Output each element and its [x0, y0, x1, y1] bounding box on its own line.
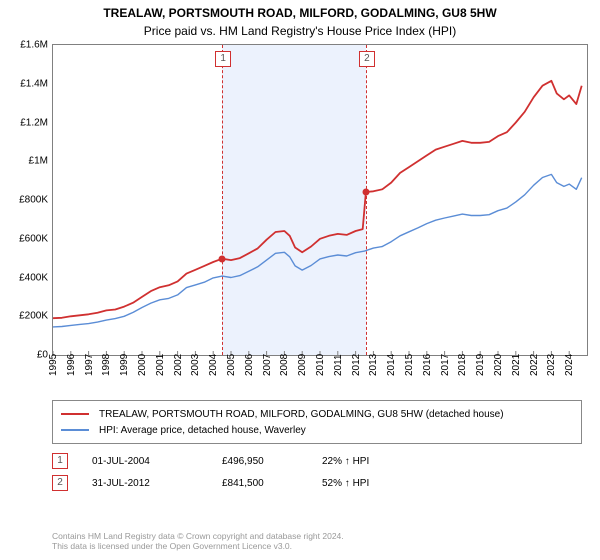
x-tick-label: 1995 [48, 354, 59, 376]
legend-label-property: TREALAW, PORTSMOUTH ROAD, MILFORD, GODAL… [99, 409, 504, 420]
x-tick-label: 2016 [422, 354, 433, 376]
event-date-2: 31-JUL-2012 [92, 478, 222, 489]
chart-area: £0£200K£400K£600K£800K£1M£1.2M£1.4M£1.6M… [8, 44, 592, 394]
footer-line-1: Contains HM Land Registry data © Crown c… [52, 531, 344, 542]
legend-swatch-hpi [61, 429, 89, 431]
event-row-1: 1 01-JUL-2004 £496,950 22% ↑ HPI [52, 450, 582, 472]
chart-title: TREALAW, PORTSMOUTH ROAD, MILFORD, GODAL… [0, 0, 600, 22]
y-tick-label: £0 [37, 350, 48, 361]
x-tick-label: 2012 [351, 354, 362, 376]
footer-attribution: Contains HM Land Registry data © Crown c… [52, 531, 344, 552]
x-axis: 1995199619971998199920002001200220032004… [52, 360, 588, 394]
line-svg [53, 45, 587, 355]
y-tick-label: £200K [19, 311, 48, 322]
sale-marker [362, 188, 369, 195]
event-row-2: 2 31-JUL-2012 £841,500 52% ↑ HPI [52, 472, 582, 494]
y-tick-label: £1M [29, 156, 48, 167]
x-tick-label: 2015 [404, 354, 415, 376]
y-tick-label: £1.6M [20, 40, 48, 51]
legend-label-hpi: HPI: Average price, detached house, Wave… [99, 425, 306, 436]
y-axis: £0£200K£400K£600K£800K£1M£1.2M£1.4M£1.6M [8, 44, 52, 378]
x-tick-label: 2022 [529, 354, 540, 376]
plot-area: 12 [52, 44, 588, 356]
x-tick-label: 1999 [119, 354, 130, 376]
event-date-1: 01-JUL-2004 [92, 456, 222, 467]
x-tick-label: 2010 [315, 354, 326, 376]
x-tick-label: 2000 [137, 354, 148, 376]
x-tick-label: 2019 [475, 354, 486, 376]
y-tick-label: £1.4M [20, 78, 48, 89]
x-tick-label: 2008 [279, 354, 290, 376]
x-tick-label: 2023 [546, 354, 557, 376]
chart-container: TREALAW, PORTSMOUTH ROAD, MILFORD, GODAL… [0, 0, 600, 560]
event-badge-2: 2 [52, 475, 68, 491]
event-price-1: £496,950 [222, 456, 322, 467]
footer-line-2: This data is licensed under the Open Gov… [52, 541, 344, 552]
x-tick-label: 1996 [66, 354, 77, 376]
x-tick-label: 2014 [386, 354, 397, 376]
sale-marker [219, 255, 226, 262]
series-property [53, 81, 582, 318]
x-tick-label: 2011 [333, 354, 344, 376]
x-tick-label: 2003 [190, 354, 201, 376]
x-tick-label: 2002 [173, 354, 184, 376]
x-tick-label: 2006 [244, 354, 255, 376]
event-badge-1: 1 [52, 453, 68, 469]
legend-box: TREALAW, PORTSMOUTH ROAD, MILFORD, GODAL… [52, 400, 582, 444]
x-tick-label: 1998 [101, 354, 112, 376]
x-tick-label: 2024 [564, 354, 575, 376]
x-tick-label: 2018 [457, 354, 468, 376]
y-tick-label: £1.2M [20, 117, 48, 128]
event-price-2: £841,500 [222, 478, 322, 489]
y-tick-label: £400K [19, 272, 48, 283]
legend-item-hpi: HPI: Average price, detached house, Wave… [61, 422, 573, 438]
x-tick-label: 2005 [226, 354, 237, 376]
x-tick-label: 2017 [440, 354, 451, 376]
y-tick-label: £800K [19, 195, 48, 206]
legend-item-property: TREALAW, PORTSMOUTH ROAD, MILFORD, GODAL… [61, 406, 573, 422]
x-tick-label: 2001 [155, 354, 166, 376]
chart-subtitle: Price paid vs. HM Land Registry's House … [0, 22, 600, 38]
y-tick-label: £600K [19, 233, 48, 244]
x-tick-label: 2009 [297, 354, 308, 376]
x-tick-label: 2007 [262, 354, 273, 376]
event-pct-2: 52% ↑ HPI [322, 478, 432, 489]
events-table: 1 01-JUL-2004 £496,950 22% ↑ HPI 2 31-JU… [52, 450, 582, 494]
x-tick-label: 2021 [511, 354, 522, 376]
x-tick-label: 2013 [368, 354, 379, 376]
x-tick-label: 2020 [493, 354, 504, 376]
x-tick-label: 1997 [84, 354, 95, 376]
legend-swatch-property [61, 413, 89, 415]
x-tick-label: 2004 [208, 354, 219, 376]
event-pct-1: 22% ↑ HPI [322, 456, 432, 467]
